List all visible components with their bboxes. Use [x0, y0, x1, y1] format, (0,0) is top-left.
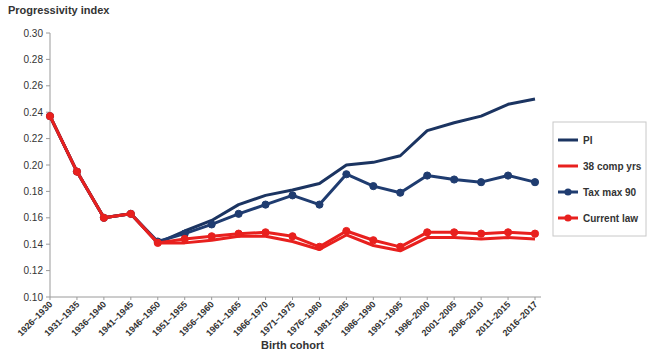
series-marker [262, 229, 269, 236]
x-tick [238, 297, 239, 300]
series-line [50, 116, 535, 251]
y-tick-label: 0.14 [24, 239, 44, 250]
series-marker [100, 214, 107, 221]
x-tick [292, 297, 293, 300]
legend-label: PI [583, 135, 593, 146]
x-tick [535, 297, 536, 300]
y-axis [50, 33, 51, 297]
x-tick [427, 297, 428, 300]
legend-marker [564, 188, 571, 195]
series-marker [262, 201, 269, 208]
series-marker [46, 113, 53, 120]
y-tick-label: 0.24 [24, 107, 44, 118]
series-marker [370, 183, 377, 190]
y-tick [46, 244, 50, 245]
y-tick [46, 165, 50, 166]
series-marker [289, 233, 296, 240]
series-marker [451, 176, 458, 183]
series-marker [316, 201, 323, 208]
x-tick [103, 297, 104, 300]
series-marker [127, 210, 134, 217]
x-axis-title: Birth cohort [261, 339, 324, 351]
series-marker [370, 237, 377, 244]
series-marker [208, 221, 215, 228]
plot-area [46, 99, 538, 251]
y-tick-label: 0.20 [24, 160, 44, 171]
series-marker [235, 230, 242, 237]
series-marker [397, 243, 404, 250]
x-tick [184, 297, 185, 300]
series-marker [73, 168, 80, 175]
y-tick [46, 33, 50, 34]
legend-label: Tax max 90 [583, 187, 637, 198]
x-tick [400, 297, 401, 300]
series-marker [397, 189, 404, 196]
series-marker [531, 179, 538, 186]
series-marker [289, 192, 296, 199]
x-tick [211, 297, 212, 300]
series-marker [100, 214, 107, 221]
y-tick [46, 217, 50, 218]
series-line [50, 99, 535, 243]
x-tick [76, 297, 77, 300]
series-marker [478, 230, 485, 237]
x-tick [346, 297, 347, 300]
series-marker [127, 210, 134, 217]
y-tick-label: 0.18 [24, 186, 44, 197]
y-tick [46, 59, 50, 60]
series-marker [316, 243, 323, 250]
y-tick-label: 0.12 [24, 265, 44, 276]
y-tick-label: 0.26 [24, 80, 44, 91]
series-marker [504, 172, 511, 179]
x-tick [157, 297, 158, 300]
x-tick [130, 297, 131, 300]
x-tick [265, 297, 266, 300]
x-axis [50, 297, 541, 298]
series-marker [504, 229, 511, 236]
series-marker [46, 113, 53, 120]
series-marker [424, 229, 431, 236]
y-tick [46, 297, 50, 298]
y-tick-label: 0.16 [24, 212, 44, 223]
series-marker [343, 171, 350, 178]
y-axis-title: Progressivity index [8, 4, 110, 16]
series-marker [154, 239, 161, 246]
series-line [50, 116, 535, 241]
y-tick [46, 85, 50, 86]
series-marker [73, 168, 80, 175]
x-tick [319, 297, 320, 300]
series-marker [478, 179, 485, 186]
legend-box [553, 122, 646, 236]
series-marker [531, 230, 538, 237]
x-tick [50, 297, 51, 300]
series-marker [451, 229, 458, 236]
legend-label: 38 comp yrs [583, 161, 642, 172]
x-tick-label: 2016–2017 [500, 299, 539, 338]
y-tick [46, 191, 50, 192]
legend-marker [564, 214, 571, 221]
y-tick-label: 0.30 [24, 28, 44, 39]
y-tick-label: 0.28 [24, 54, 44, 65]
series-line [50, 116, 535, 247]
series-marker [343, 227, 350, 234]
series-marker [208, 233, 215, 240]
chart: Progressivity index 0.10 0.12 0.14 0.16 0.18 0… [0, 0, 650, 353]
y-tick [46, 138, 50, 139]
x-tick [508, 297, 509, 300]
x-tick [373, 297, 374, 300]
series-marker [424, 172, 431, 179]
y-tick [46, 270, 50, 271]
y-tick-label: 0.22 [24, 133, 44, 144]
legend-swatch [558, 139, 578, 142]
series-marker [181, 235, 188, 242]
y-tick-label: 0.10 [24, 292, 44, 303]
legend-label: Current law [583, 213, 638, 224]
legend-swatch [558, 165, 578, 168]
x-tick [481, 297, 482, 300]
x-tick [454, 297, 455, 300]
series-marker [235, 210, 242, 217]
